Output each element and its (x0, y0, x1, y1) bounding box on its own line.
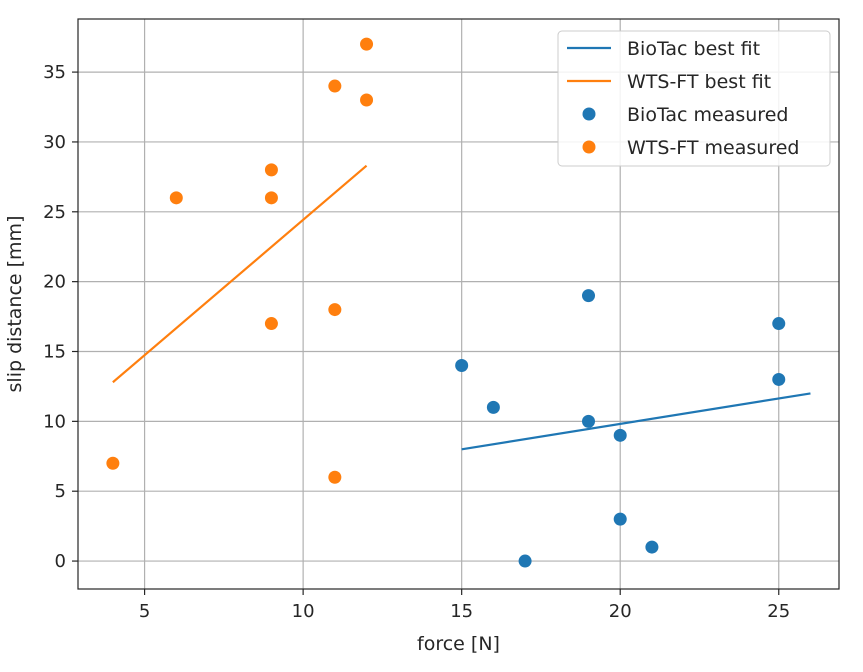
wts-ft-measured-point (328, 303, 342, 317)
y-tick-label: 25 (43, 202, 66, 223)
wts-ft-measured-point (360, 93, 374, 107)
biotac-measured-point (772, 317, 786, 331)
y-tick-label: 20 (43, 272, 66, 293)
x-axis-ticks: 5 10 15 20 25 (139, 589, 790, 622)
legend-entry-label: WTS-FT measured (627, 137, 799, 159)
biotac-measured-point (455, 358, 469, 372)
legend-entry-label: WTS-FT best fit (627, 71, 771, 93)
y-axis-ticks: 0 5 10 15 20 25 30 35 (43, 62, 78, 572)
y-tick-label: 30 (43, 132, 66, 153)
grid (78, 19, 839, 589)
y-axis-label: slip distance [mm] (4, 216, 26, 393)
x-axis-label: force [N] (417, 633, 500, 655)
wts-ft-best-fit-line (112, 164, 368, 384)
biotac-measured-point (772, 372, 786, 386)
y-tick-label: 0 (55, 551, 66, 572)
wts-ft-measured-point (264, 191, 278, 205)
legend: BioTac best fit WTS-FT best fit BioTac mea… (557, 30, 831, 167)
y-tick-label: 15 (43, 342, 66, 363)
legend-entry-label: BioTac measured (627, 104, 788, 126)
biotac-measured-point (486, 400, 500, 414)
biotac-measured-point (582, 289, 596, 303)
biotac-measured-point (613, 512, 627, 526)
y-tick-label: 10 (43, 411, 66, 432)
wts-ft-measured-point (264, 163, 278, 177)
biotac-measured-point (645, 540, 659, 554)
x-tick-label: 20 (609, 601, 632, 622)
fit-lines (112, 164, 811, 451)
wts-ft-measured-point (169, 191, 183, 205)
wts-ft-measured-point (106, 456, 120, 470)
wts-ft-measured-point (264, 317, 278, 331)
wts-ft-measured-point (328, 470, 342, 484)
data-points (106, 37, 786, 568)
biotac-measured-point (518, 554, 532, 568)
wts-ft-measured-point (360, 37, 374, 51)
biotac-best-fit-line (461, 392, 811, 451)
biotac-measured-point (613, 428, 627, 442)
y-tick-label: 35 (43, 62, 66, 83)
x-tick-label: 15 (450, 601, 473, 622)
legend-entry-label: BioTac best fit (627, 38, 760, 60)
wts-ft-measured-point (328, 79, 342, 93)
axes-frame (77, 18, 840, 590)
x-tick-label: 25 (767, 601, 790, 622)
legend-box (557, 30, 831, 167)
y-tick-label: 5 (55, 481, 66, 502)
biotac-measured-point (582, 414, 596, 428)
x-tick-label: 5 (139, 601, 150, 622)
legend-marker-swatch (582, 140, 596, 154)
legend-marker-swatch (582, 107, 596, 121)
x-tick-label: 10 (292, 601, 315, 622)
